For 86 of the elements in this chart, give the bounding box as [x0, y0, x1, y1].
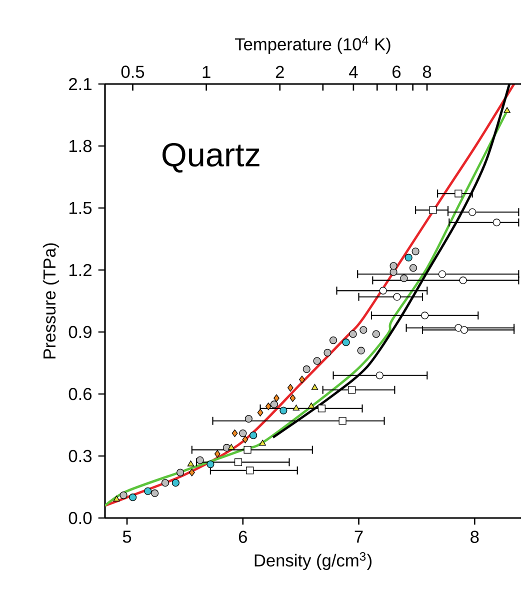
- point: [492, 218, 500, 226]
- point: [234, 458, 242, 466]
- point: [242, 436, 248, 444]
- y-tick-label: 0.0: [68, 512, 92, 524]
- point: [438, 270, 446, 278]
- point: [228, 444, 235, 450]
- point: [232, 429, 238, 438]
- x-tick-label: 8: [470, 530, 479, 543]
- x2-tick-label: 4: [349, 66, 358, 78]
- point: [348, 386, 356, 394]
- point: [313, 357, 321, 365]
- point: [308, 402, 315, 408]
- y-tick-label: 0.3: [68, 450, 92, 462]
- point: [176, 468, 184, 476]
- point: [429, 206, 437, 214]
- point: [504, 107, 510, 113]
- point: [412, 248, 420, 256]
- point: [329, 336, 338, 344]
- point: [459, 276, 467, 284]
- point: [129, 494, 137, 502]
- x-tick-label: 6: [238, 530, 247, 543]
- point: [188, 468, 195, 476]
- y-tick-label: 1.2: [70, 264, 92, 276]
- point: [400, 274, 408, 282]
- y-tick-label: 1.8: [70, 140, 92, 152]
- point: [390, 268, 398, 276]
- x2-tick-label: 0.5: [121, 66, 144, 78]
- y-tick-label: 0.9: [68, 326, 92, 338]
- point: [338, 417, 346, 425]
- x2-tick-label: 2: [276, 66, 284, 78]
- point: [250, 432, 258, 440]
- x2-axis-title: Temperature (10$^{4}$ K): [235, 36, 390, 54]
- point: [404, 254, 412, 262]
- point: [342, 338, 350, 346]
- point: [151, 489, 159, 498]
- point: [468, 208, 476, 216]
- point: [287, 384, 294, 392]
- point: [421, 312, 429, 320]
- point: [302, 365, 310, 374]
- point: [172, 479, 180, 487]
- point: [265, 402, 272, 410]
- point: [393, 293, 401, 301]
- point: [120, 491, 128, 500]
- point: [144, 487, 152, 495]
- point: [239, 429, 247, 438]
- point: [324, 348, 332, 356]
- y-tick-label: 1.5: [70, 202, 92, 214]
- point: [454, 190, 462, 198]
- point: [299, 376, 305, 384]
- point: [161, 479, 170, 487]
- y-tick-label: 2.1: [69, 78, 92, 90]
- x2-tick-label: 6: [392, 66, 401, 78]
- point: [357, 346, 365, 354]
- point: [290, 394, 296, 402]
- x2-tick-label: 8: [422, 66, 432, 78]
- point: [409, 264, 418, 272]
- point: [244, 446, 252, 454]
- point: [280, 406, 288, 414]
- point: [292, 404, 300, 411]
- point: [376, 372, 384, 380]
- point: [259, 440, 266, 446]
- x-tick-label: 5: [122, 530, 132, 543]
- y-tick-label: 0.6: [68, 388, 92, 400]
- annotation: Quartz: [162, 142, 260, 173]
- point: [349, 330, 357, 338]
- point: [390, 262, 398, 270]
- y-axis-title: Pressure (TPa): [42, 243, 60, 358]
- point: [270, 400, 278, 408]
- point: [206, 460, 214, 468]
- x2-tick-label: 1: [202, 66, 210, 78]
- point: [214, 450, 220, 458]
- point: [113, 496, 120, 502]
- x-axis-title: Density (g/cm$^{3}$): [254, 552, 372, 570]
- x-tick-label: 7: [354, 530, 363, 543]
- point: [244, 415, 252, 423]
- point: [311, 384, 318, 390]
- point: [360, 326, 368, 334]
- point: [257, 408, 264, 416]
- point: [274, 394, 280, 402]
- point: [196, 456, 204, 464]
- point: [187, 460, 194, 466]
- point: [372, 330, 380, 338]
- point: [246, 466, 254, 474]
- point: [318, 404, 326, 412]
- point: [460, 326, 468, 334]
- point: [379, 286, 387, 294]
